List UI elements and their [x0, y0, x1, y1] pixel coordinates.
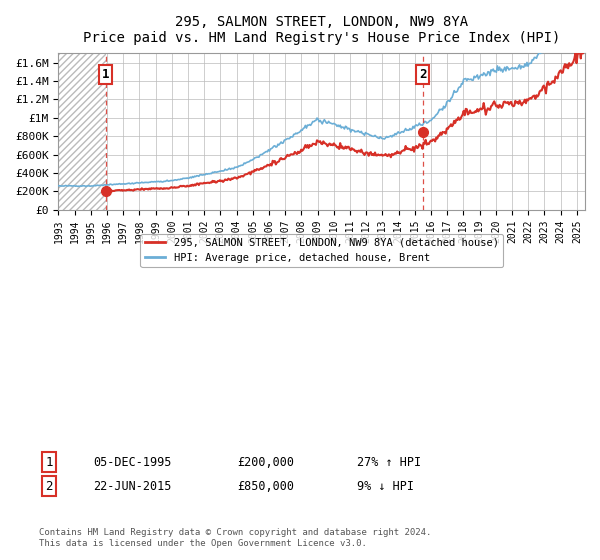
- Bar: [58, 53, 106, 210]
- Text: 1: 1: [102, 68, 110, 81]
- Text: 1: 1: [46, 455, 53, 469]
- Text: 22-JUN-2015: 22-JUN-2015: [93, 479, 172, 493]
- Legend: 295, SALMON STREET, LONDON, NW9 8YA (detached house), HPI: Average price, detach: 295, SALMON STREET, LONDON, NW9 8YA (det…: [140, 234, 503, 267]
- Text: 9% ↓ HPI: 9% ↓ HPI: [357, 479, 414, 493]
- Text: 2: 2: [46, 479, 53, 493]
- Text: £200,000: £200,000: [237, 455, 294, 469]
- Text: 27% ↑ HPI: 27% ↑ HPI: [357, 455, 421, 469]
- Text: £850,000: £850,000: [237, 479, 294, 493]
- Text: 2: 2: [419, 68, 426, 81]
- Title: 295, SALMON STREET, LONDON, NW9 8YA
Price paid vs. HM Land Registry's House Pric: 295, SALMON STREET, LONDON, NW9 8YA Pric…: [83, 15, 560, 45]
- Text: Contains HM Land Registry data © Crown copyright and database right 2024.
This d: Contains HM Land Registry data © Crown c…: [39, 528, 431, 548]
- Text: 05-DEC-1995: 05-DEC-1995: [93, 455, 172, 469]
